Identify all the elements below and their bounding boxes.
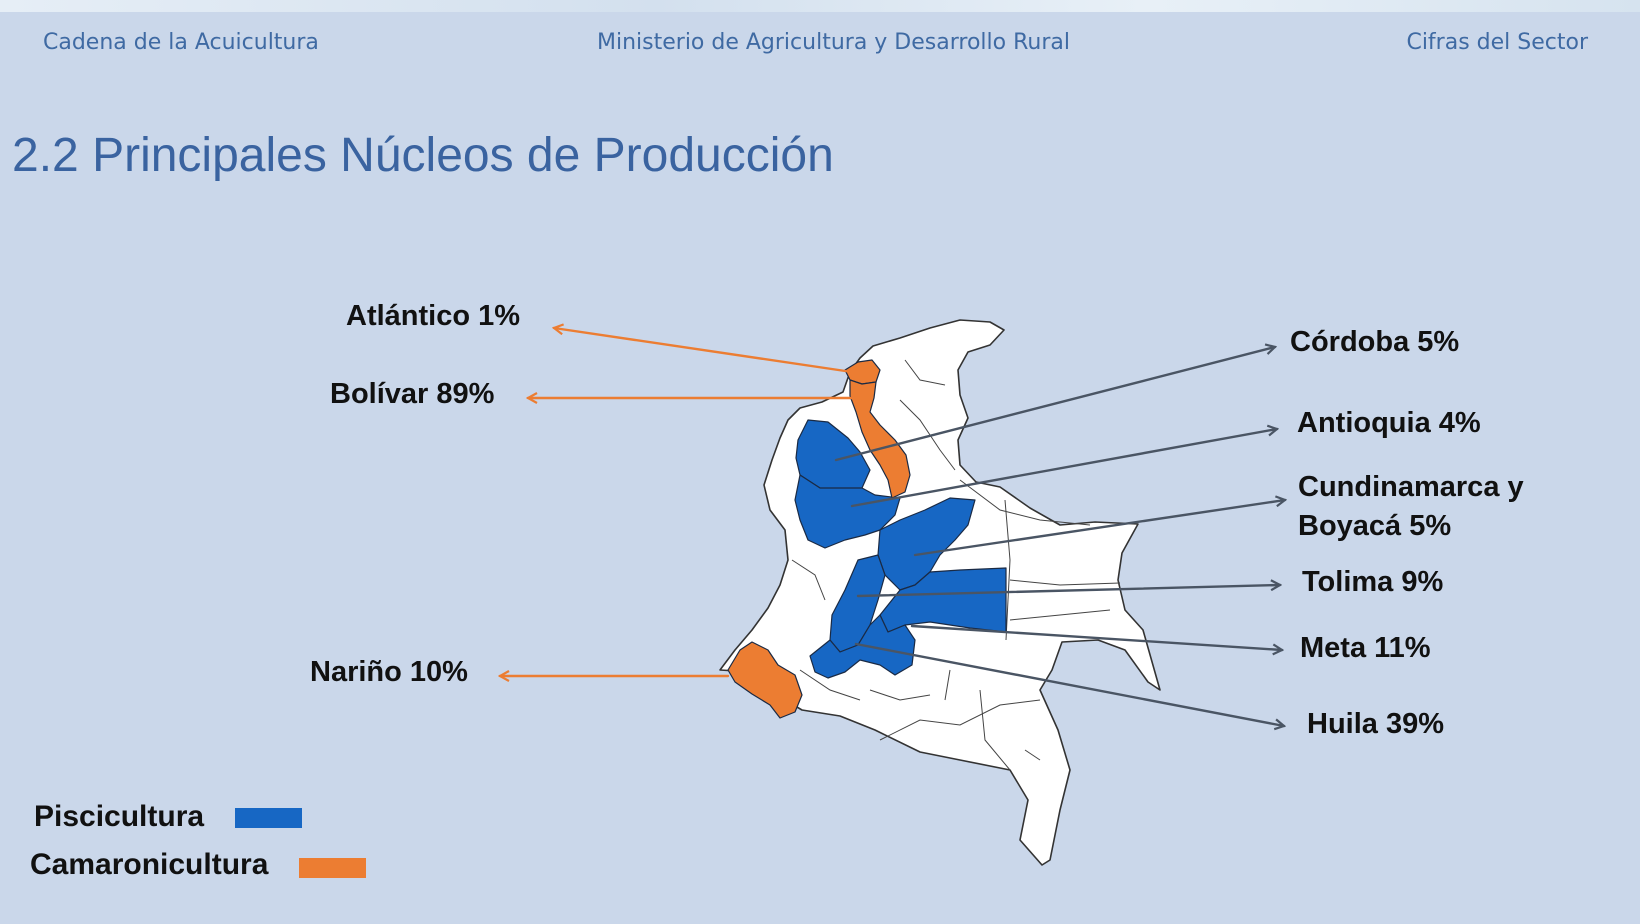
cundinamarca-boyaca-region	[877, 497, 976, 591]
header-section-name: Cifras del Sector	[1406, 30, 1588, 55]
huila-label: Huila 39%	[1307, 708, 1444, 740]
atlantico-label: Atlántico 1%	[346, 300, 521, 332]
header-chain-name: Cadena de la Acuicultura	[43, 30, 319, 55]
cordoba-region	[795, 419, 871, 491]
cordoba-callout-line	[834, 347, 1275, 462]
legend-piscicultura-swatch	[235, 808, 302, 828]
tolima-callout-line	[856, 585, 1280, 598]
legend-camaronicultura-swatch	[299, 858, 366, 878]
narino-label: Nariño 10%	[310, 656, 468, 688]
narino-region	[727, 641, 803, 719]
cordoba-label: Córdoba 5%	[1290, 326, 1460, 358]
huila-region	[809, 614, 916, 679]
department-borders	[791, 359, 1121, 771]
cundinamarca-boyaca-label: Cundinamarca y Boyacá 5%	[1298, 468, 1524, 546]
top-decorative-strip	[0, 0, 1640, 12]
meta-callout-line	[910, 624, 1282, 650]
legend-camaronicultura-label: Camaronicultura	[30, 848, 269, 881]
header-ministry-name: Ministerio de Agricultura y Desarrollo R…	[597, 30, 1070, 55]
antioquia-region	[794, 474, 901, 549]
cundinamarca-boyaca-label-line2: Boyacá 5%	[1298, 510, 1452, 542]
cundinamarca-boyaca-label-line1: Cundinamarca y	[1298, 471, 1524, 503]
antioquia-label: Antioquia 4%	[1297, 407, 1481, 439]
bolivar-label: Bolívar 89%	[330, 378, 495, 410]
cundinamarca-boyaca-callout-line	[913, 500, 1285, 557]
slide-title: 2.2 Principales Núcleos de Producción	[12, 129, 834, 182]
meta-label: Meta 11%	[1300, 632, 1431, 664]
legend-piscicultura-label: Piscicultura	[34, 800, 205, 833]
tolima-label: Tolima 9%	[1302, 566, 1444, 598]
atlantico-callout-line	[554, 328, 854, 374]
antioquia-callout-line	[850, 429, 1277, 508]
bolivar-region	[849, 379, 911, 499]
huila-callout-line	[854, 642, 1284, 726]
